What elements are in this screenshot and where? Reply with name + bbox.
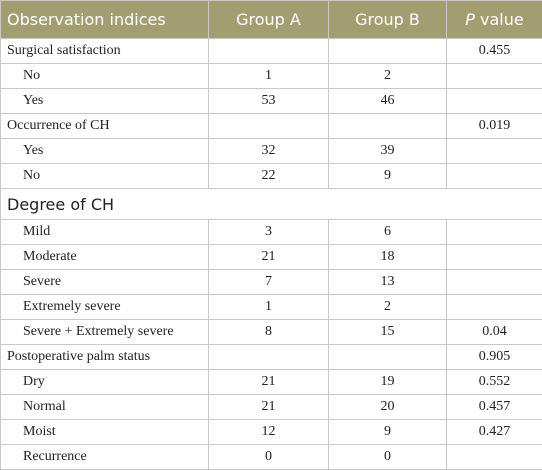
cell: 21 (209, 395, 329, 420)
header-row: Observation indices Group A Group B P va… (1, 1, 542, 39)
section-title: Surgical satisfaction (1, 39, 209, 64)
cell: 20 (329, 395, 447, 420)
section-title: Postoperative palm status (1, 345, 209, 370)
row-label: Moderate (1, 245, 209, 270)
cell: 1 (209, 64, 329, 89)
row-label: No (1, 64, 209, 89)
cell (447, 245, 542, 270)
cell: 0.455 (447, 39, 542, 64)
cell: 53 (209, 89, 329, 114)
cell (329, 345, 447, 370)
cell: 0.04 (447, 320, 542, 345)
row-label: Normal (1, 395, 209, 420)
cell (447, 64, 542, 89)
cell: 46 (329, 89, 447, 114)
row-label: Dry (1, 370, 209, 395)
cell: 9 (329, 164, 447, 189)
row-label: No (1, 164, 209, 189)
cell: 12 (209, 420, 329, 445)
row-label: Severe + Extremely severe (1, 320, 209, 345)
cell: 15 (329, 320, 447, 345)
cell: 0.427 (447, 420, 542, 445)
row-label: Yes (1, 139, 209, 164)
section-row: Occurrence of CH 0.019 (1, 114, 542, 139)
header-cell: P value (447, 1, 542, 39)
row-label: Yes (1, 89, 209, 114)
section-row: Degree of CH (1, 189, 542, 220)
cell: 22 (209, 164, 329, 189)
header-cell: Group B (329, 1, 447, 39)
cell: 19 (329, 370, 447, 395)
cell (447, 270, 542, 295)
row-label: Severe (1, 270, 209, 295)
row-label: Extremely severe (1, 295, 209, 320)
cell: 21 (209, 245, 329, 270)
cell: 0 (209, 445, 329, 470)
cell (447, 89, 542, 114)
cell (447, 445, 542, 470)
row-label: Recurrence (1, 445, 209, 470)
cell: 32 (209, 139, 329, 164)
cell (329, 114, 447, 139)
cell (209, 39, 329, 64)
cell: 0.905 (447, 345, 542, 370)
table-header: Observation indices Group A Group B P va… (1, 1, 542, 39)
cell: 13 (329, 270, 447, 295)
cell: 0.552 (447, 370, 542, 395)
section-row: Surgical satisfaction 0.455 (1, 39, 542, 64)
cell: 21 (209, 370, 329, 395)
p-label: value (480, 10, 524, 29)
cell (447, 220, 542, 245)
p-symbol: P (465, 10, 475, 29)
header-cell: Observation indices (1, 1, 209, 39)
row-label: Mild (1, 220, 209, 245)
cell (447, 164, 542, 189)
cell (209, 345, 329, 370)
cell (447, 139, 542, 164)
cell: 7 (209, 270, 329, 295)
cell: 0.457 (447, 395, 542, 420)
cell: 8 (209, 320, 329, 345)
cell: 39 (329, 139, 447, 164)
cell: 3 (209, 220, 329, 245)
cell: 0.019 (447, 114, 542, 139)
header-cell: Group A (209, 1, 329, 39)
cell: 0 (329, 445, 447, 470)
cell: 18 (329, 245, 447, 270)
row-label: Moist (1, 420, 209, 445)
cell: 9 (329, 420, 447, 445)
cell: 1 (209, 295, 329, 320)
cell (447, 295, 542, 320)
cell: 2 (329, 295, 447, 320)
cell (329, 39, 447, 64)
section-title: Occurrence of CH (1, 114, 209, 139)
cell: 2 (329, 64, 447, 89)
cell (209, 114, 329, 139)
section-title: Degree of CH (1, 189, 542, 220)
section-row: Postoperative palm status 0.905 (1, 345, 542, 370)
cell: 6 (329, 220, 447, 245)
